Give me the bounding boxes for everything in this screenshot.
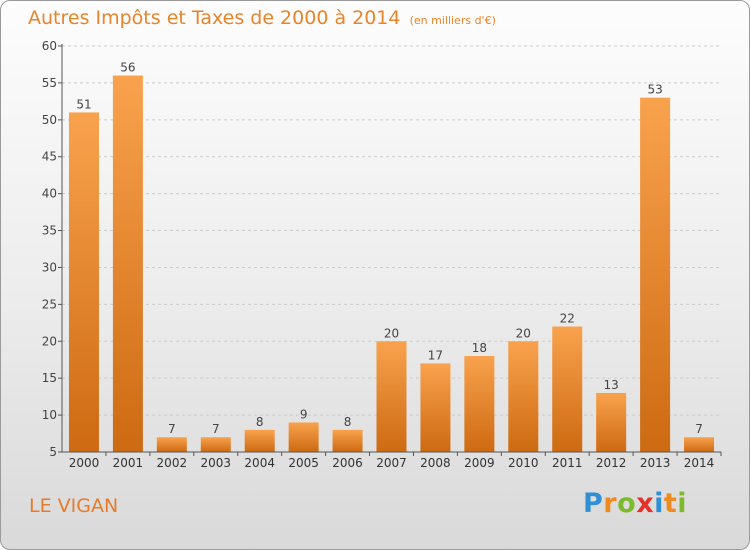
x-tick-label: 2002 (157, 456, 188, 470)
bar-value-label: 8 (256, 415, 264, 429)
x-tick-label: 2004 (244, 456, 275, 470)
x-tick-label: 2014 (684, 456, 715, 470)
bar-2011 (552, 326, 583, 452)
y-tick-label: 30 (42, 260, 57, 274)
x-tick-label: 2006 (332, 456, 363, 470)
bar-2006 (332, 429, 363, 452)
x-tick-label: 2007 (376, 456, 407, 470)
bar-2010 (508, 341, 539, 452)
y-tick-label: 45 (42, 150, 57, 164)
logo-letter: i (654, 488, 664, 519)
bar-value-label: 20 (516, 326, 531, 340)
bar-value-label: 51 (76, 97, 91, 111)
bar-2014 (684, 437, 715, 452)
bar-value-label: 53 (647, 83, 662, 97)
x-tick-label: 2011 (552, 456, 583, 470)
x-tick-label: 2003 (200, 456, 231, 470)
logo-letter: r (603, 488, 618, 519)
y-tick-label: 20 (42, 334, 57, 348)
grid-lines (62, 45, 721, 416)
axes: 5 10 15 20 25 30 35 40 45 50 55 60 2000 2001 2002 2003 2… (42, 39, 722, 470)
bar-2002 (156, 437, 187, 452)
bar-value-label: 9 (300, 407, 308, 421)
x-tick-label: 2008 (420, 456, 451, 470)
bar-value-label: 56 (120, 61, 135, 75)
y-tick-label: 10 (42, 408, 57, 422)
x-tick-label: 2001 (113, 456, 144, 470)
bar-2000 (68, 112, 99, 452)
bar-value-label: 13 (604, 378, 619, 392)
logo-letter: o (617, 488, 637, 519)
bar-value-label: 20 (384, 326, 399, 340)
y-tick-label: 40 (42, 187, 57, 201)
chart-title-block: Autres Impôts et Taxes de 2000 à 2014 (e… (28, 7, 496, 29)
bar-2003 (200, 437, 231, 452)
y-tick-label: 35 (42, 224, 57, 238)
bar-value-label: 7 (212, 422, 220, 436)
x-tick-label: 2009 (464, 456, 495, 470)
bar-2009 (464, 356, 495, 452)
logo-letter: P (583, 488, 604, 519)
x-tick-label: 2010 (508, 456, 539, 470)
bar-value-label: 8 (344, 415, 352, 429)
y-tick-label: 55 (42, 76, 57, 90)
bar-2012 (596, 392, 627, 452)
bar-2008 (420, 363, 451, 452)
bar-2001 (112, 75, 143, 452)
y-tick-label: 25 (42, 297, 57, 311)
chart-subtitle: (en milliers d'€) (409, 14, 496, 27)
x-tick-label: 2013 (640, 456, 671, 470)
proxiti-logo: Proxiti (583, 488, 687, 519)
bar-2004 (244, 429, 275, 452)
bar-value-label: 7 (695, 422, 703, 436)
commune-name: LE VIGAN (29, 495, 119, 517)
y-tick-label: 50 (42, 113, 57, 127)
logo-letter: i (677, 488, 688, 519)
x-tick-label: 2005 (288, 456, 319, 470)
bar-value-label: 18 (472, 341, 487, 355)
bar-2005 (288, 422, 319, 452)
y-tick-label: 5 (49, 445, 57, 459)
bar-2013 (640, 97, 671, 452)
bar-value-label: 22 (560, 312, 575, 326)
logo-letter: t (663, 488, 678, 519)
bar-value-label: 7 (168, 422, 176, 436)
logo-letter: x (636, 488, 655, 519)
x-tick-label: 2012 (596, 456, 627, 470)
bars: 51 56 7 7 8 9 8 20 17 18 20 22 13 53 7 (68, 61, 715, 452)
bar-value-label: 17 (428, 348, 443, 362)
bar-2007 (376, 341, 407, 452)
chart-title: Autres Impôts et Taxes de 2000 à 2014 (28, 7, 401, 29)
y-tick-label: 15 (42, 371, 57, 385)
y-tick-label: 60 (42, 39, 57, 53)
x-tick-label: 2000 (69, 456, 100, 470)
